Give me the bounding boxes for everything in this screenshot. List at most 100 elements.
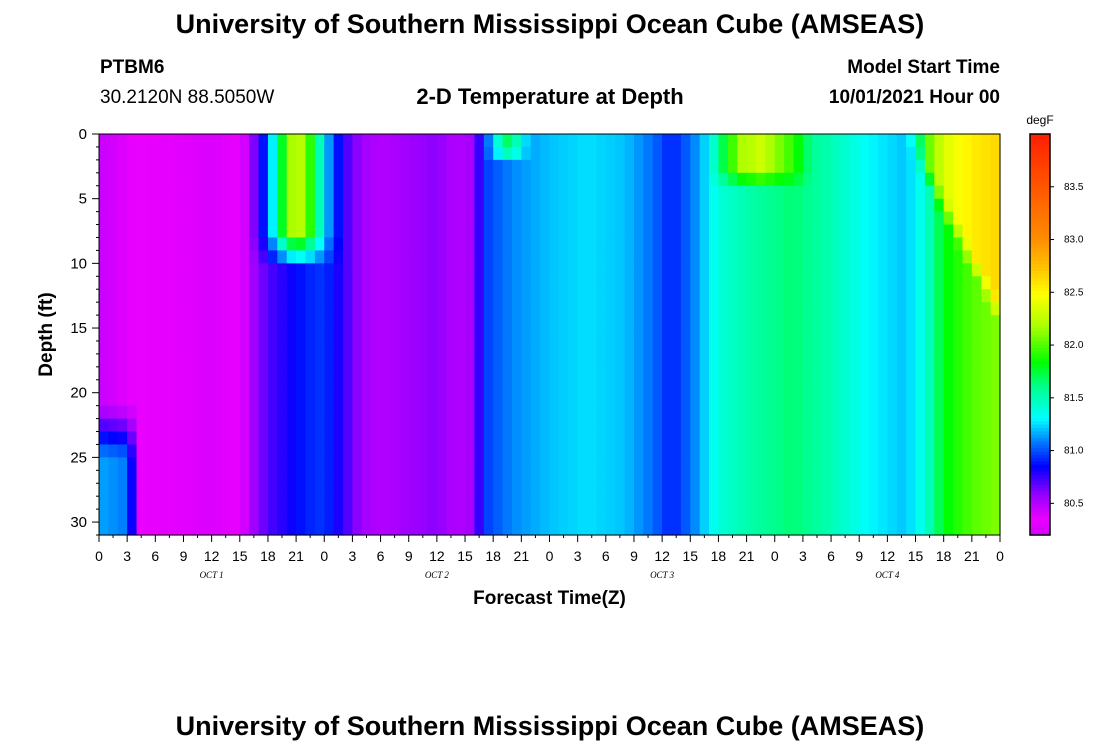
heatmap-cell <box>605 353 616 368</box>
heatmap-cell <box>305 198 316 213</box>
heatmap-cell <box>680 134 691 148</box>
heatmap-cell <box>155 302 166 316</box>
heatmap-cell <box>455 263 466 277</box>
heatmap-cell <box>277 146 288 161</box>
heatmap-cell <box>840 470 851 484</box>
heatmap-cell <box>511 366 522 381</box>
heatmap-cell <box>755 211 766 226</box>
x-tick-label: 12 <box>654 548 670 564</box>
heatmap-cell <box>408 134 419 148</box>
heatmap-cell <box>990 405 1001 420</box>
heatmap-cell <box>164 315 175 329</box>
heatmap-cell <box>221 392 231 407</box>
heatmap-cell <box>136 405 147 420</box>
heatmap-cell <box>765 340 776 355</box>
heatmap-cell <box>877 315 888 329</box>
heatmap-cell <box>718 496 729 510</box>
heatmap-cell <box>662 483 673 497</box>
heatmap-cell <box>361 315 372 329</box>
heatmap-cell <box>164 159 175 174</box>
heatmap-cell <box>943 250 954 264</box>
heatmap-cell <box>418 250 429 264</box>
heatmap-cell <box>474 315 485 329</box>
heatmap-cell <box>643 431 654 446</box>
heatmap-cell <box>727 198 738 213</box>
heatmap-cell <box>99 224 109 239</box>
heatmap-cell <box>436 263 447 277</box>
heatmap-cell <box>108 134 119 148</box>
heatmap-cell <box>324 302 335 316</box>
heatmap-cell <box>267 250 278 264</box>
heatmap-cell <box>305 496 316 510</box>
heatmap-cell <box>981 185 992 200</box>
heatmap-cell <box>371 302 382 316</box>
heatmap-cell <box>174 483 185 497</box>
heatmap-cell <box>540 431 551 446</box>
heatmap-cell <box>962 328 973 342</box>
heatmap-cell <box>793 418 804 433</box>
heatmap-cell <box>774 444 785 458</box>
heatmap-cell <box>530 198 541 213</box>
heatmap-cell <box>962 159 973 174</box>
heatmap-cell <box>868 379 879 394</box>
heatmap-cell <box>615 172 626 187</box>
heatmap-cell <box>183 379 194 394</box>
heatmap-cell <box>577 483 588 497</box>
heatmap-cell <box>436 315 447 329</box>
heatmap-cell <box>727 302 738 316</box>
heatmap-cell <box>192 418 203 433</box>
heatmap-cell <box>915 444 926 458</box>
heatmap-cell <box>296 224 307 239</box>
heatmap-cell <box>155 224 166 239</box>
heatmap-cell <box>145 496 156 510</box>
heatmap-cell <box>361 172 372 187</box>
heatmap-cell <box>821 340 832 355</box>
heatmap-cell <box>258 146 269 161</box>
heatmap-cell <box>371 250 382 264</box>
heatmap-cell <box>587 276 598 290</box>
heatmap-cell <box>418 237 429 252</box>
heatmap-cell <box>117 444 128 458</box>
heatmap-cell <box>915 431 926 446</box>
heatmap-cell <box>267 302 278 316</box>
heatmap-cell <box>718 392 729 407</box>
heatmap-cell <box>718 509 729 523</box>
heatmap-cell <box>145 509 156 523</box>
heatmap-cell <box>718 263 729 277</box>
heatmap-cell <box>183 134 194 148</box>
heatmap-cell <box>239 198 250 213</box>
heatmap-cell <box>305 405 316 420</box>
heatmap-cell <box>521 159 532 174</box>
heatmap-cell <box>755 509 766 523</box>
heatmap-cell <box>887 431 898 446</box>
x-tick-label: 18 <box>936 548 952 564</box>
heatmap-cell <box>399 418 410 433</box>
heatmap-cell <box>859 444 870 458</box>
heatmap-cell <box>558 224 569 239</box>
heatmap-cell <box>493 146 504 161</box>
heatmap-cell <box>389 379 400 394</box>
heatmap-cell <box>136 159 147 174</box>
heatmap-cell <box>511 509 522 523</box>
heatmap-cell <box>549 263 560 277</box>
heatmap-cell <box>145 366 156 381</box>
heatmap-cell <box>615 276 626 290</box>
heatmap-cell <box>680 289 691 303</box>
heatmap-cell <box>831 405 842 420</box>
heatmap-cell <box>521 431 532 446</box>
heatmap-cell <box>239 431 250 446</box>
heatmap-cell <box>577 134 588 148</box>
heatmap-cell <box>164 496 175 510</box>
heatmap-cell <box>840 185 851 200</box>
heatmap-cell <box>981 444 992 458</box>
heatmap-cell <box>840 172 851 187</box>
heatmap-cell <box>136 470 147 484</box>
heatmap-cell <box>699 496 710 510</box>
heatmap-cell <box>155 315 166 329</box>
heatmap-cell <box>352 198 363 213</box>
heatmap-cell <box>530 418 541 433</box>
heatmap-cell <box>746 340 757 355</box>
heatmap-cell <box>324 172 335 187</box>
heatmap-cell <box>840 328 851 342</box>
